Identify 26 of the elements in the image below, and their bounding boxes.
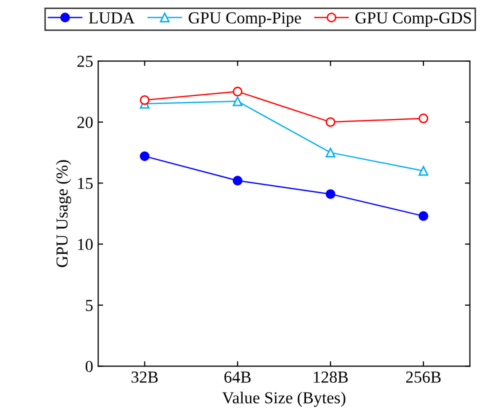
point [140,95,150,105]
point [418,166,428,176]
y-tick-label: 20 [77,116,93,128]
x-tick-label: 128B [314,372,348,383]
x-tick-label: 256B [406,372,441,383]
y-tick-label: 15 [78,178,93,190]
point [418,114,428,124]
legend-label: GPU Comp-Pipe [188,12,301,27]
y-tick-label: 0 [86,360,93,372]
y-tick-label: 5 [86,300,93,312]
y-tick-label: 10 [78,238,93,250]
point [232,86,242,96]
x-axis-title: Value Size (Bytes) [222,392,346,407]
x-tick-label: 32B [132,372,158,383]
point [232,96,242,106]
y-tick-label: 25 [77,56,93,67]
point [326,148,336,158]
point [418,211,428,221]
point [326,117,336,127]
point [326,189,336,199]
x-tick-label: 64B [224,372,251,383]
legend-label: LUDA [88,12,135,24]
point [140,151,150,162]
point [232,176,242,186]
legend-label: GPU Comp-GDS [356,12,471,27]
y-axis-title: GPU Usage (%) [56,160,72,268]
